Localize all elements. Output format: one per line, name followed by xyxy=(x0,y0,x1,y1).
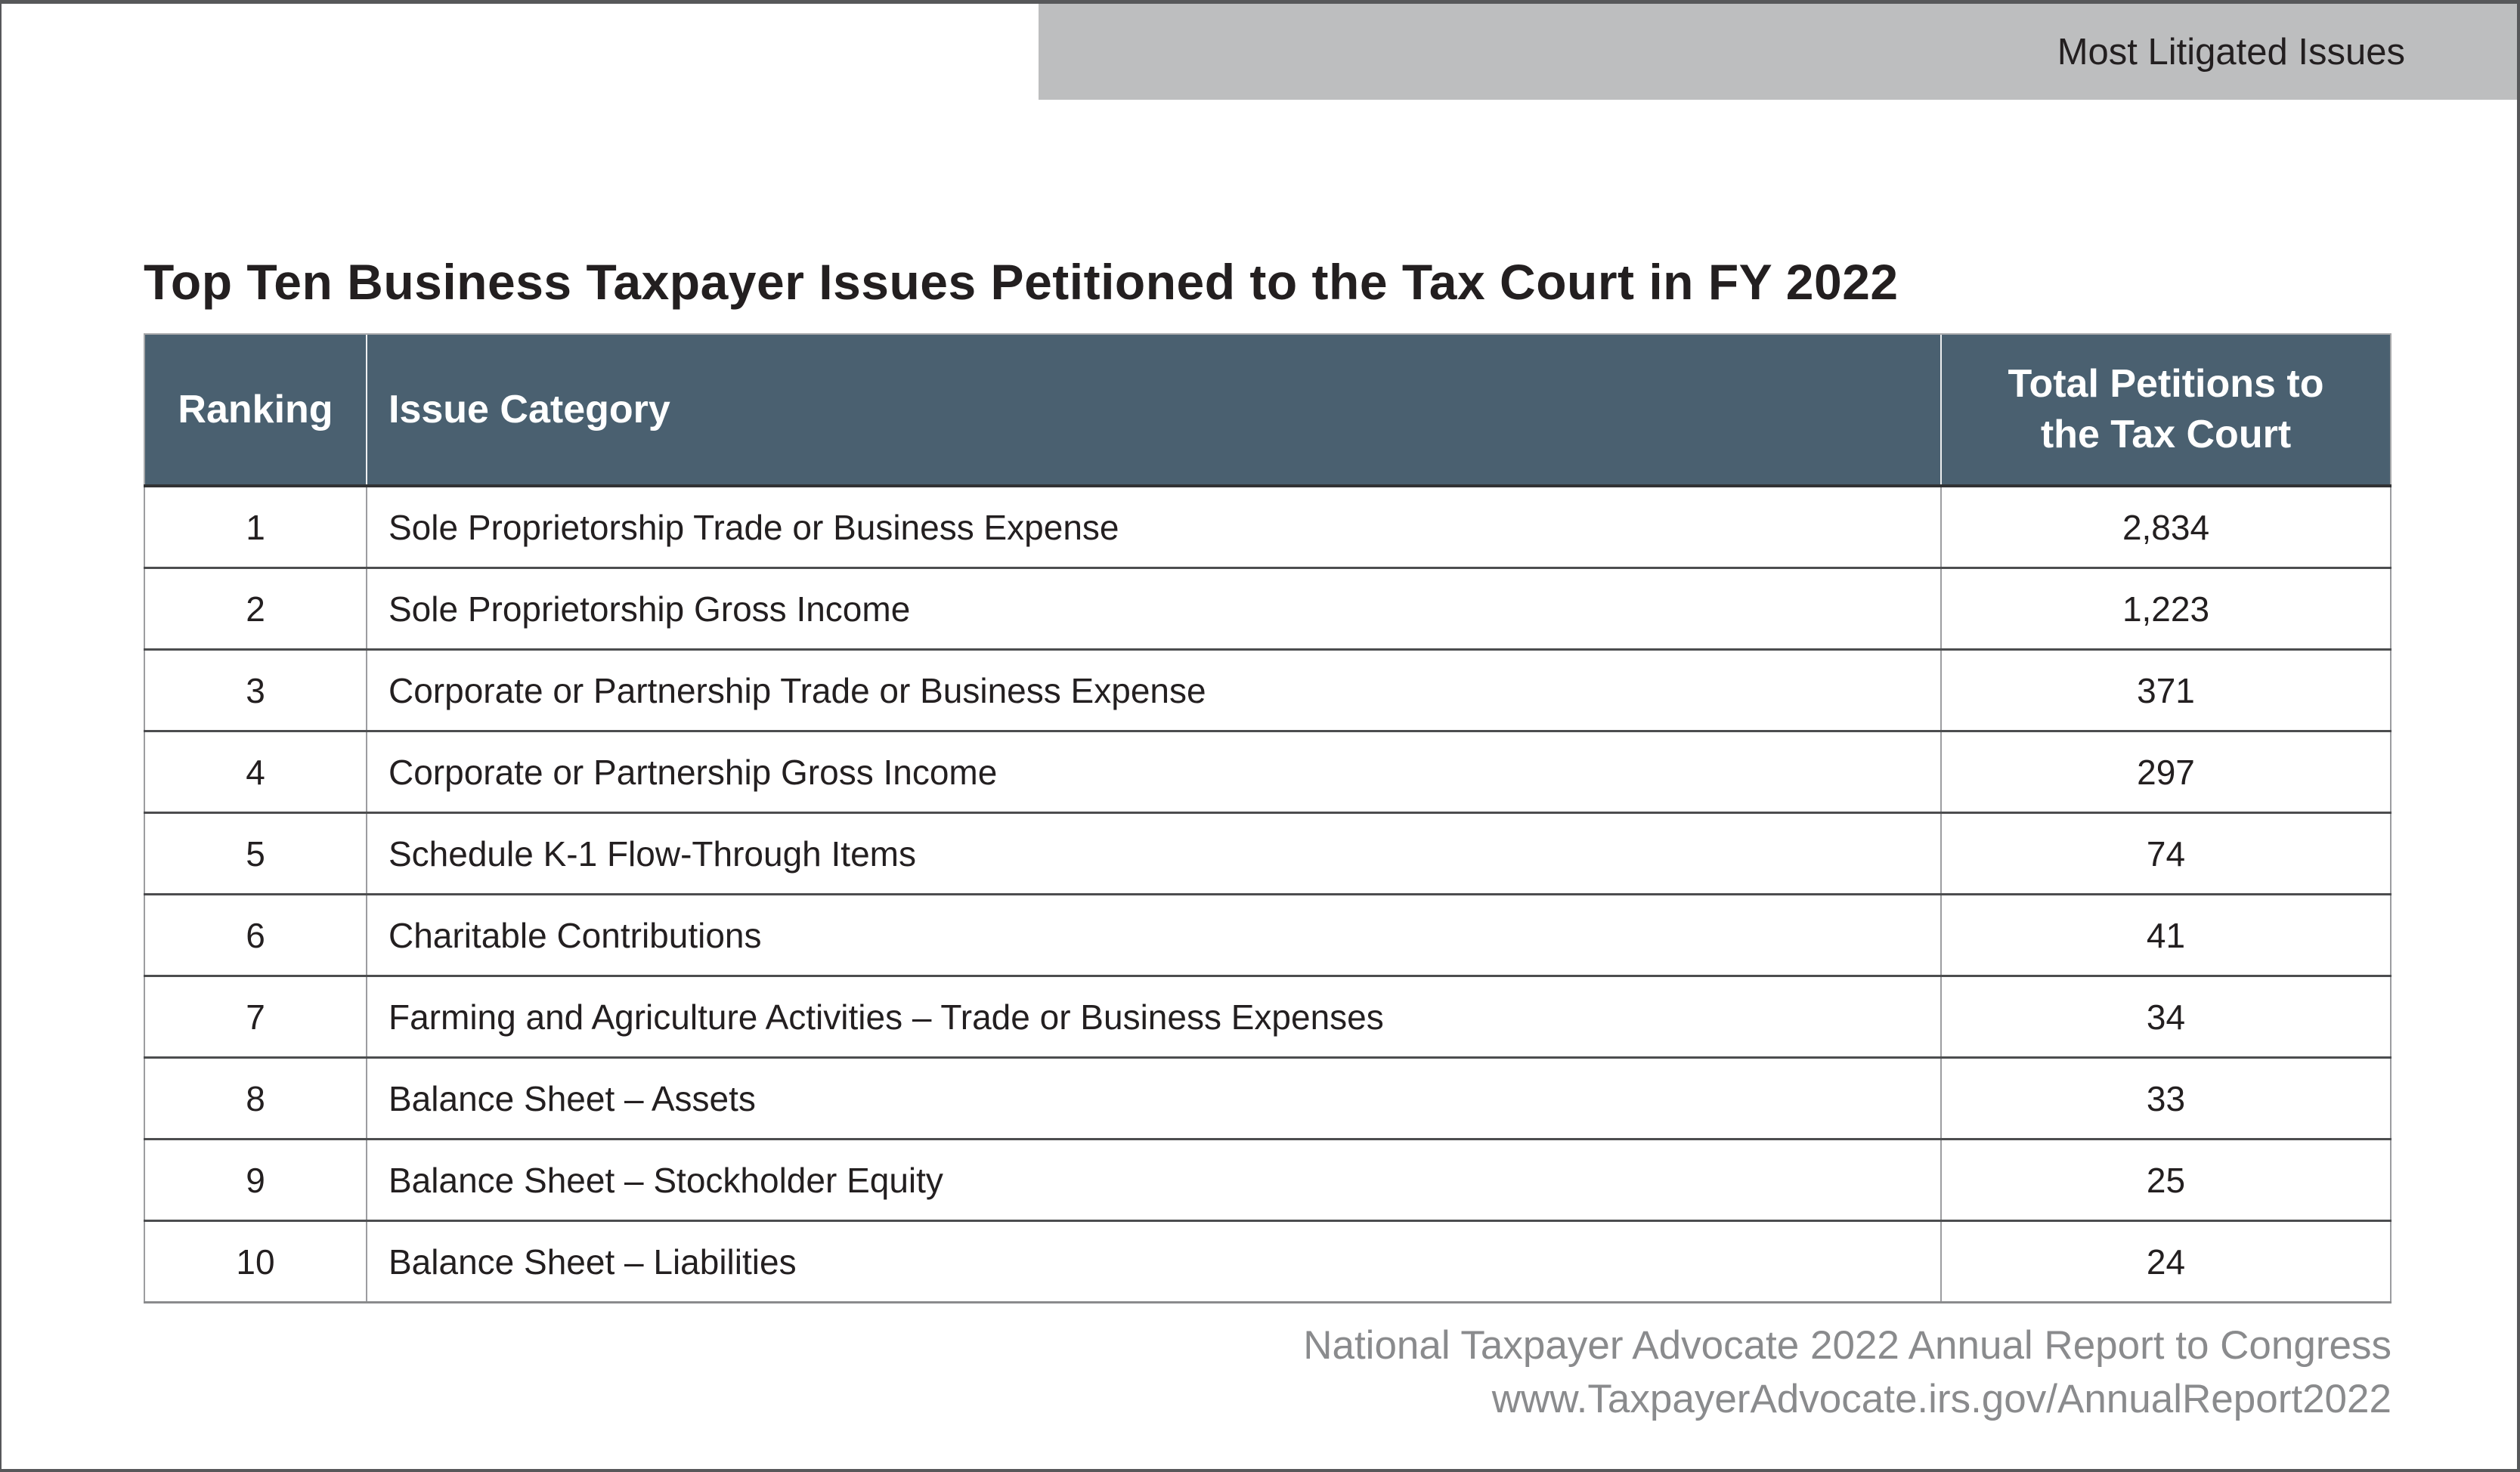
category-cell: Farming and Agriculture Activities – Tra… xyxy=(366,976,1941,1059)
category-cell: Balance Sheet – Liabilities xyxy=(366,1220,1941,1303)
table-row: 4 Corporate or Partnership Gross Income … xyxy=(144,731,2392,814)
source-attribution: National Taxpayer Advocate 2022 Annual R… xyxy=(1303,1319,2392,1426)
table-row: 9 Balance Sheet – Stockholder Equity 25 xyxy=(144,1139,2392,1222)
table-row: 6 Charitable Contributions 41 xyxy=(144,894,2392,977)
petitions-cell: 1,223 xyxy=(1940,567,2392,651)
table-row: 8 Balance Sheet – Assets 33 xyxy=(144,1057,2392,1140)
ranking-cell: 1 xyxy=(144,486,367,569)
category-cell: Corporate or Partnership Trade or Busine… xyxy=(366,649,1941,732)
ranking-cell: 10 xyxy=(144,1220,367,1303)
ranking-cell: 7 xyxy=(144,976,367,1059)
petitions-cell: 371 xyxy=(1940,649,2392,732)
source-line-2: www.TaxpayerAdvocate.irs.gov/AnnualRepor… xyxy=(1491,1377,2392,1421)
petitions-cell: 24 xyxy=(1940,1220,2392,1303)
page-title: Top Ten Business Taxpayer Issues Petitio… xyxy=(144,254,1899,310)
petitions-cell: 74 xyxy=(1940,812,2392,895)
category-cell: Sole Proprietorship Gross Income xyxy=(366,567,1941,651)
category-cell: Charitable Contributions xyxy=(366,894,1941,977)
ranking-cell: 8 xyxy=(144,1057,367,1140)
ranking-cell: 3 xyxy=(144,649,367,732)
table-row: 1 Sole Proprietorship Trade or Business … xyxy=(144,486,2392,569)
banner-label: Most Litigated Issues xyxy=(2057,31,2405,73)
column-header-category: Issue Category xyxy=(366,333,1941,487)
category-cell: Sole Proprietorship Trade or Business Ex… xyxy=(366,486,1941,569)
table-row: 3 Corporate or Partnership Trade or Busi… xyxy=(144,649,2392,732)
ranking-cell: 6 xyxy=(144,894,367,977)
petitions-table-container: Ranking Issue Category Total Petitions t… xyxy=(144,333,2392,1303)
category-cell: Balance Sheet – Stockholder Equity xyxy=(366,1139,1941,1222)
ranking-cell: 4 xyxy=(144,731,367,814)
petitions-cell: 41 xyxy=(1940,894,2392,977)
petitions-cell: 33 xyxy=(1940,1057,2392,1140)
table-row: 7 Farming and Agriculture Activities – T… xyxy=(144,976,2392,1059)
petitions-cell: 297 xyxy=(1940,731,2392,814)
petitions-cell: 25 xyxy=(1940,1139,2392,1222)
category-cell: Schedule K-1 Flow-Through Items xyxy=(366,812,1941,895)
header-row: Ranking Issue Category Total Petitions t… xyxy=(144,333,2392,487)
category-cell: Balance Sheet – Assets xyxy=(366,1057,1941,1140)
table-header: Ranking Issue Category Total Petitions t… xyxy=(144,333,2392,487)
ranking-cell: 2 xyxy=(144,567,367,651)
ranking-cell: 9 xyxy=(144,1139,367,1222)
table-body: 1 Sole Proprietorship Trade or Business … xyxy=(144,486,2392,1303)
table-row: 10 Balance Sheet – Liabilities 24 xyxy=(144,1220,2392,1303)
petitions-cell: 34 xyxy=(1940,976,2392,1059)
report-section-banner: Most Litigated Issues xyxy=(1039,4,2517,100)
column-header-petitions: Total Petitions to the Tax Court xyxy=(1940,333,2392,487)
column-header-ranking: Ranking xyxy=(144,333,367,487)
petitions-table: Ranking Issue Category Total Petitions t… xyxy=(144,333,2392,1303)
table-row: 2 Sole Proprietorship Gross Income 1,223 xyxy=(144,567,2392,651)
petitions-cell: 2,834 xyxy=(1940,486,2392,569)
source-line-1: National Taxpayer Advocate 2022 Annual R… xyxy=(1303,1323,2392,1368)
ranking-cell: 5 xyxy=(144,812,367,895)
category-cell: Corporate or Partnership Gross Income xyxy=(366,731,1941,814)
table-row: 5 Schedule K-1 Flow-Through Items 74 xyxy=(144,812,2392,895)
